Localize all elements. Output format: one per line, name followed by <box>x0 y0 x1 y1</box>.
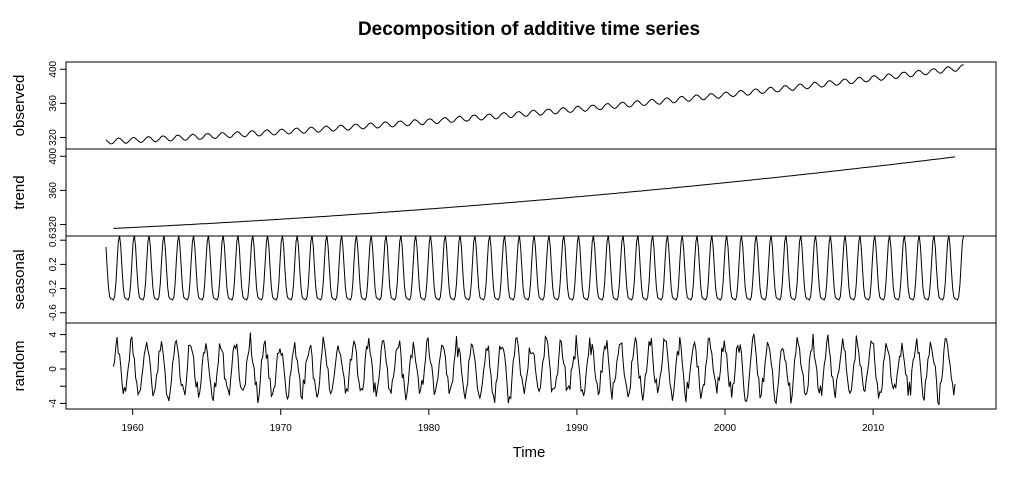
panel-observed: 320 360 400 observed <box>11 60 997 150</box>
y-tick-label-trend: 320 <box>48 216 59 233</box>
x-tick-label: 1970 <box>270 423 293 434</box>
y-tick-label-observed: 400 <box>48 60 59 77</box>
panel-label-random: random <box>11 341 28 392</box>
panels-layer: 320 360 400 observed 320 360 400 trend -0.6 -0.2 0… <box>11 60 997 410</box>
x-tick-label: 2010 <box>862 423 885 434</box>
x-tick-label: 2000 <box>714 423 737 434</box>
panel-frame-observed <box>65 61 997 150</box>
series-line-trend <box>113 156 956 229</box>
y-tick-label-seasonal: -0.2 <box>48 280 59 298</box>
panel-label-observed: observed <box>11 75 28 137</box>
panel-label-trend: trend <box>11 175 28 209</box>
panel-frame-trend <box>65 148 997 237</box>
panel-frame-random <box>65 322 997 410</box>
y-tick-label-seasonal: 0.2 <box>48 257 59 271</box>
y-tick-label-seasonal: -0.6 <box>48 304 59 322</box>
series-line-random <box>112 332 956 406</box>
panel-random: -4 0 4 random <box>11 322 997 410</box>
y-tick-label-seasonal: 0.6 <box>48 233 59 247</box>
y-tick-label-random: 4 <box>48 331 59 337</box>
panel-seasonal: -0.6 -0.2 0.2 0.6 seasonal <box>11 233 997 324</box>
x-axis: 1960 1970 1980 1990 2000 2010 <box>122 409 885 434</box>
x-tick-label: 1990 <box>566 423 589 434</box>
x-tick-label: 1980 <box>418 423 441 434</box>
y-tick-label-observed: 360 <box>48 95 59 112</box>
y-tick-label-random: 0 <box>48 366 59 372</box>
y-tick-label-random: -4 <box>48 399 59 408</box>
y-tick-label-observed: 320 <box>48 129 59 146</box>
x-tick-label: 1960 <box>122 423 145 434</box>
y-tick-label-trend: 400 <box>48 147 59 164</box>
panel-trend: 320 360 400 trend <box>11 147 997 237</box>
y-tick-label-trend: 360 <box>48 182 59 199</box>
chart-title: Decomposition of additive time series <box>358 19 700 40</box>
series-line-observed <box>105 64 964 145</box>
panel-label-seasonal: seasonal <box>11 249 28 309</box>
series-line-seasonal <box>105 235 965 301</box>
x-axis-label: Time <box>513 444 546 461</box>
